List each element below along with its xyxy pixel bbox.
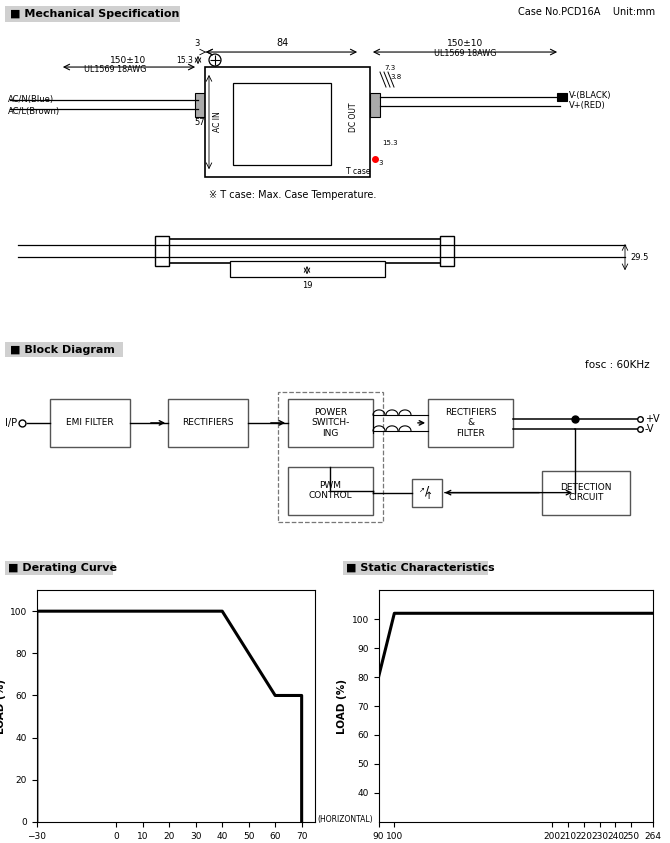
Text: 19: 19 <box>302 281 312 290</box>
Text: RECTIFIERS
&
FILTER: RECTIFIERS & FILTER <box>445 408 496 438</box>
Bar <box>542 470 630 514</box>
Text: 7.3: 7.3 <box>384 65 395 71</box>
Y-axis label: LOAD (%): LOAD (%) <box>0 679 6 733</box>
Text: V+(RED): V+(RED) <box>569 100 606 110</box>
Text: 3: 3 <box>378 160 383 166</box>
Bar <box>557 93 567 101</box>
Text: ■ Derating Curve: ■ Derating Curve <box>8 563 117 573</box>
Text: UL1569 18AWG: UL1569 18AWG <box>433 49 496 58</box>
Text: AC/L(Brown): AC/L(Brown) <box>8 106 60 115</box>
Text: POWER
SWITCH-
ING: POWER SWITCH- ING <box>312 408 350 438</box>
Text: ■ Static Characteristics: ■ Static Characteristics <box>346 563 494 573</box>
Bar <box>5 6 180 22</box>
Bar <box>428 399 513 447</box>
Bar <box>5 342 123 357</box>
Text: 15.3: 15.3 <box>176 56 193 65</box>
Text: Case No.PCD16A    Unit:mm: Case No.PCD16A Unit:mm <box>518 7 655 17</box>
Text: I/P: I/P <box>5 418 17 428</box>
Text: UL1569 18AWG: UL1569 18AWG <box>84 65 146 74</box>
Bar <box>205 67 370 177</box>
Text: 3: 3 <box>194 39 200 48</box>
Text: ※ T case: Max. Case Temperature.: ※ T case: Max. Case Temperature. <box>209 191 376 200</box>
Bar <box>50 399 130 447</box>
Bar <box>440 236 454 266</box>
Text: AC/N(Blue): AC/N(Blue) <box>8 94 54 104</box>
Text: -V: -V <box>645 424 655 434</box>
Text: AC IN: AC IN <box>212 111 222 132</box>
Text: 150±10: 150±10 <box>447 39 483 48</box>
Text: PWM
CONTROL: PWM CONTROL <box>309 481 352 501</box>
Bar <box>230 261 385 277</box>
Text: ↑: ↑ <box>425 491 433 501</box>
Text: 84: 84 <box>276 38 289 48</box>
Text: 150±10: 150±10 <box>110 56 146 65</box>
Bar <box>278 392 383 522</box>
Bar <box>370 93 380 117</box>
Bar <box>288 399 373 447</box>
Bar <box>155 236 169 266</box>
Bar <box>288 467 373 514</box>
Text: (HORIZONTAL): (HORIZONTAL) <box>318 815 373 824</box>
Text: 57: 57 <box>194 117 205 126</box>
Text: ↗: ↗ <box>419 486 425 492</box>
Text: ■ Mechanical Specification: ■ Mechanical Specification <box>10 9 180 19</box>
Text: RECTIFIERS: RECTIFIERS <box>182 418 234 427</box>
Text: +V: +V <box>645 414 660 424</box>
Text: EMI FILTER: EMI FILTER <box>66 418 114 427</box>
Bar <box>412 479 442 507</box>
Text: fosc : 60KHz: fosc : 60KHz <box>586 360 650 370</box>
Text: T case: T case <box>346 167 370 176</box>
Bar <box>195 93 205 117</box>
Text: 3.8: 3.8 <box>390 74 401 80</box>
Text: V-(BLACK): V-(BLACK) <box>569 90 612 99</box>
Text: DETECTION
CIRCUIT: DETECTION CIRCUIT <box>560 483 612 502</box>
Bar <box>168 399 248 447</box>
Y-axis label: LOAD (%): LOAD (%) <box>338 679 348 733</box>
Text: 29.5: 29.5 <box>630 253 649 261</box>
Bar <box>162 239 447 263</box>
Bar <box>233 83 331 165</box>
Text: ■ Block Diagram: ■ Block Diagram <box>10 345 115 355</box>
Bar <box>5 561 113 575</box>
Text: /: / <box>425 484 429 497</box>
Bar <box>343 561 488 575</box>
Text: 15.3: 15.3 <box>382 140 397 146</box>
Text: DC OUT: DC OUT <box>348 102 358 132</box>
